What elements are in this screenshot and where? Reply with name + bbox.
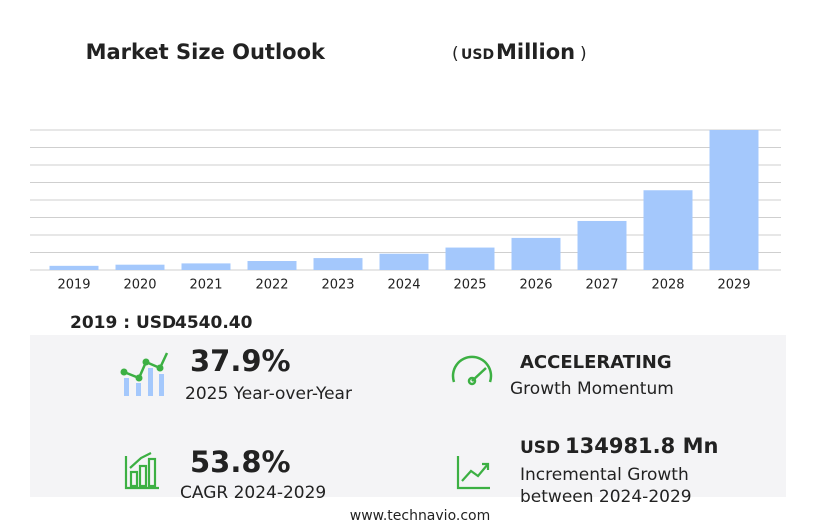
bar <box>379 253 429 270</box>
yoy-value: 37.9% <box>190 344 291 378</box>
chart-title: Market Size Outlook <box>86 40 326 64</box>
cagr-value: 53.8% <box>190 445 291 479</box>
yoy-icon <box>120 352 169 396</box>
bar <box>511 237 561 270</box>
base-value: 4540.40 <box>175 313 253 333</box>
x-tick-label: 2027 <box>585 278 618 293</box>
bar <box>115 264 165 270</box>
unit-close: ) <box>580 44 587 64</box>
x-tick-label: 2026 <box>519 278 552 293</box>
cagr-label: CAGR 2024-2029 <box>180 483 326 503</box>
footer: www.technavio.com <box>350 508 491 524</box>
unit-label: Million <box>496 40 575 64</box>
yoy-label: 2025 Year-over-Year <box>185 384 352 404</box>
bar <box>577 220 627 270</box>
x-tick-label: 2019 <box>57 278 90 293</box>
x-tick-label: 2029 <box>717 278 750 293</box>
x-tick-label: 2025 <box>453 278 486 293</box>
x-tick-label: 2021 <box>189 278 222 293</box>
plot: 2019 2020 2021 2022 2023 2024 2025 2026 2027 2028… <box>30 129 781 293</box>
bar <box>709 130 759 270</box>
incremental-icon <box>456 456 490 490</box>
x-tick-label: 2020 <box>123 278 156 293</box>
incremental-label: Incremental Growth <box>520 465 689 485</box>
x-tick-label: 2022 <box>255 278 288 293</box>
incremental-unit: USD <box>520 438 560 458</box>
bar <box>445 247 495 270</box>
base-label: 2019 : USD <box>70 313 176 333</box>
x-tick-label: 2024 <box>387 278 420 293</box>
momentum-icon <box>451 355 493 386</box>
x-tick-label: 2028 <box>651 278 684 293</box>
bar <box>643 190 693 270</box>
bar <box>313 258 363 270</box>
unit-open: ( <box>452 44 459 64</box>
momentum-value: ACCELERATING <box>520 352 672 373</box>
incremental-label: between 2024-2029 <box>520 487 692 507</box>
cagr-icon <box>124 452 159 490</box>
x-tick-label: 2023 <box>321 278 354 293</box>
unit: USD <box>461 47 494 63</box>
incremental-value: 134981.8 Mn <box>565 434 718 458</box>
bar <box>181 263 231 270</box>
momentum-label: Growth Momentum <box>510 379 674 399</box>
bar <box>49 265 99 270</box>
bar <box>247 261 297 270</box>
